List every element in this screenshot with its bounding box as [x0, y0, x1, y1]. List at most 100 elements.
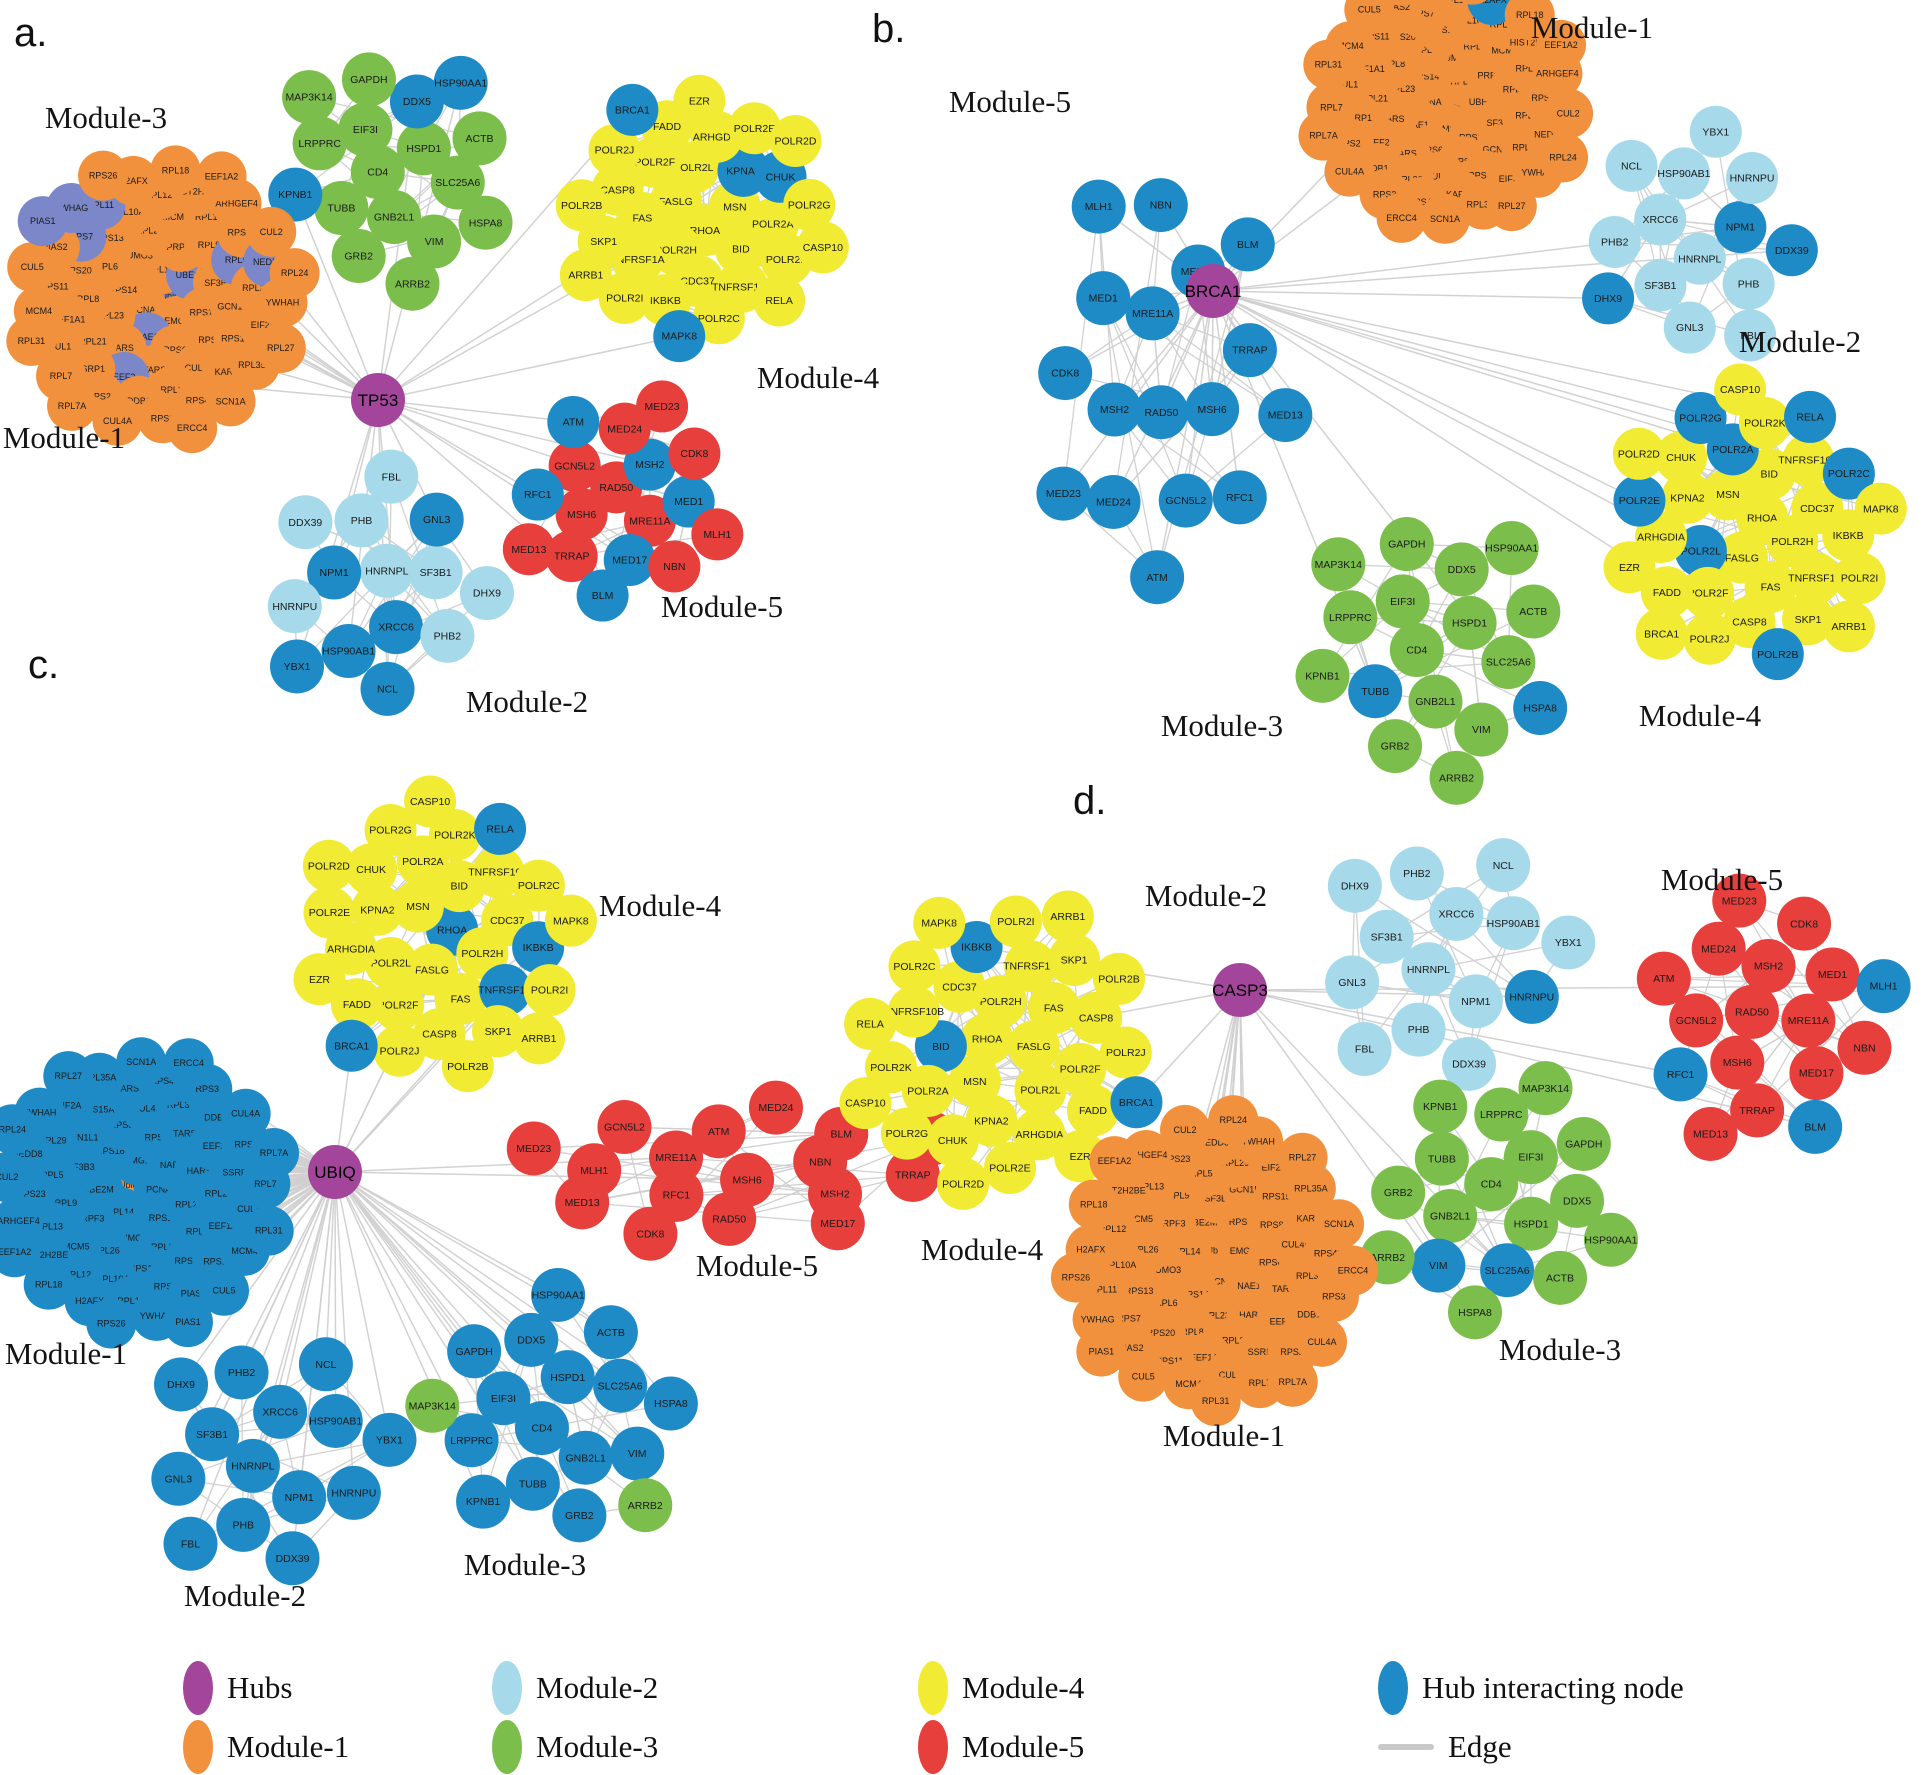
gene-node	[1007, 1020, 1060, 1073]
legend-label: Hubs	[227, 1670, 293, 1705]
gene-node	[548, 439, 601, 492]
gene-node	[1311, 537, 1366, 592]
gene-node	[783, 178, 836, 231]
gene-node	[1724, 984, 1779, 1039]
gene-node	[1533, 1250, 1588, 1305]
gene-node	[558, 1430, 613, 1485]
gene-node	[298, 1337, 353, 1392]
hub-node	[308, 1145, 362, 1199]
gene-node	[1411, 1238, 1466, 1293]
hub-edge	[334, 1171, 559, 1296]
legend-label: Module-2	[536, 1670, 659, 1705]
gene-node	[1503, 1130, 1558, 1185]
gene-node	[545, 530, 598, 583]
gene-node	[364, 449, 419, 504]
gene-node	[1634, 193, 1687, 246]
gene-node	[950, 921, 1003, 974]
gene-node	[1448, 1285, 1503, 1340]
gene-node	[225, 1438, 280, 1493]
gene-node	[360, 661, 415, 716]
gene-node	[1066, 1084, 1119, 1137]
gene-node	[552, 1488, 607, 1543]
hub-edge	[1212, 290, 1640, 502]
gene-node	[623, 1206, 678, 1261]
edge	[473, 1350, 638, 1455]
gene-node	[1133, 178, 1188, 233]
panel-letter: d.	[1073, 779, 1106, 823]
gene-node	[1429, 750, 1484, 805]
gene-node	[17, 196, 68, 247]
gene-node	[523, 964, 576, 1017]
module-label: Module-2	[1739, 324, 1861, 359]
gene-node	[1476, 838, 1531, 893]
gene-node	[691, 1104, 746, 1159]
gene-node	[1048, 933, 1101, 986]
gene-node	[1089, 1136, 1140, 1187]
gene-node	[531, 1267, 586, 1322]
gene-node	[1657, 147, 1710, 200]
gene-node	[1605, 139, 1658, 192]
gene-node	[1822, 600, 1875, 653]
legend-item-module-3: Module-3	[492, 1720, 658, 1774]
legend-color-swatch	[492, 1720, 522, 1774]
gene-node	[692, 292, 745, 345]
legend-color-swatch	[918, 1661, 948, 1715]
gene-node	[456, 1474, 511, 1529]
gene-node	[649, 1130, 704, 1185]
legend-label: Module-3	[536, 1729, 659, 1764]
gene-node	[1789, 551, 1842, 604]
gene-node	[1603, 541, 1656, 594]
hub-label: CASP3	[1212, 981, 1268, 1000]
hub-edge	[279, 1171, 336, 1413]
edge	[676, 1174, 913, 1196]
module-label: Module-4	[1639, 698, 1762, 733]
gene-node	[407, 214, 462, 269]
legend-label: Module-5	[962, 1729, 1085, 1764]
legend-item-hubs: Hubs	[183, 1661, 292, 1715]
gene-node	[504, 1312, 559, 1367]
gene-node	[246, 206, 297, 257]
gene-node	[1328, 1245, 1379, 1296]
gene-node	[1837, 1020, 1892, 1075]
gene-node	[1376, 192, 1427, 243]
gene-node	[369, 600, 424, 655]
legend-item-hub-interacting-node: Hub interacting node	[1378, 1661, 1684, 1715]
gene-node	[167, 403, 218, 454]
gene-node	[282, 70, 337, 125]
gene-node	[1379, 517, 1434, 572]
gene-node	[408, 545, 463, 600]
module-label: Module-1	[1163, 1418, 1285, 1453]
gene-node	[547, 395, 600, 448]
gene-node	[1663, 301, 1716, 354]
gene-node	[1110, 1076, 1163, 1129]
gene-node	[1297, 1316, 1348, 1367]
gene-node	[1087, 382, 1142, 437]
gene-node	[1185, 382, 1240, 437]
gene-node	[321, 624, 376, 679]
gene-node	[293, 953, 346, 1006]
gene-node	[648, 540, 701, 593]
gene-node	[1423, 1189, 1478, 1244]
gene-node	[597, 1100, 652, 1155]
gene-node	[1714, 201, 1767, 254]
edge	[1354, 885, 1533, 998]
gene-node	[1359, 909, 1414, 964]
gene-node	[205, 376, 256, 427]
hub-node	[1186, 264, 1240, 318]
gene-node	[1673, 232, 1726, 285]
gene-node	[1371, 1165, 1426, 1220]
gene-node	[933, 960, 986, 1013]
gene-node	[116, 1037, 167, 1088]
hub-edge	[377, 399, 574, 423]
gene-node	[1041, 890, 1094, 943]
panel-letter: a.	[14, 11, 47, 55]
gene-node	[1076, 271, 1131, 326]
module-label: Module-4	[757, 360, 880, 395]
gene-node	[196, 151, 247, 202]
gene-node	[1130, 550, 1185, 605]
gene-node	[373, 1024, 426, 1077]
gene-node	[514, 1401, 569, 1456]
gene-node	[502, 523, 555, 576]
hub-edge	[1239, 989, 1816, 1128]
